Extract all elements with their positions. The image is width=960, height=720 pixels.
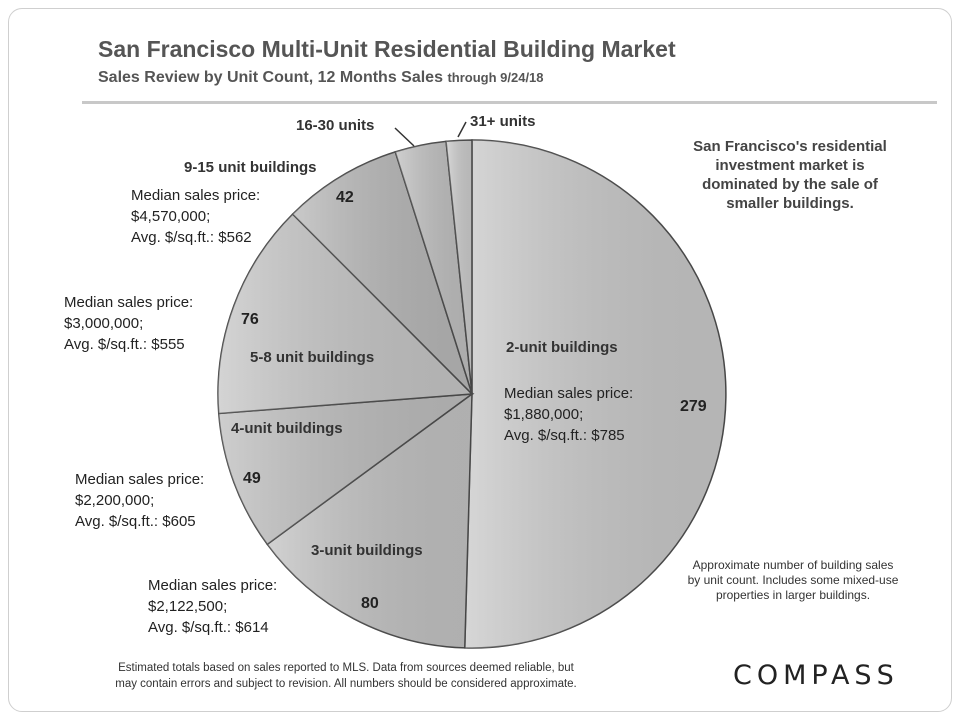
callout-line1: San Francisco's residential: [693, 138, 887, 155]
chart-note: Approximate number of building sales by …: [668, 558, 918, 603]
median-annotation-5-8-unit: Median sales price: $3,000,000; Avg. $/s…: [64, 292, 193, 355]
pie-slice-shading-4: [292, 151, 472, 394]
count-label-4-unit: 49: [243, 470, 261, 487]
median-5-8-unit-line3: Avg. $/sq.ft.: $555: [64, 336, 185, 353]
footer-line1: Estimated totals based on sales reported…: [118, 662, 574, 674]
pie-slice-shading-1: [267, 394, 472, 648]
slice-label-5-8-unit: 5-8 unit buildings: [250, 349, 375, 366]
slice-label-4-unit: 4-unit buildings: [231, 420, 343, 437]
count-label-9-15-unit: 42: [336, 189, 354, 206]
note-line1: Approximate number of building sales: [692, 558, 894, 572]
median-2-unit-line1: Median sales price:: [504, 385, 634, 402]
leader-lines: [394, 121, 467, 147]
note-line2: by unit count. Includes some mixed-use: [687, 573, 899, 587]
median-annotation-3-unit: Median sales price: $2,122,500; Avg. $/s…: [148, 575, 277, 638]
chart-subtitle: Sales Review by Unit Count, 12 Months Sa…: [98, 69, 544, 87]
median-3-unit-line2: $2,122,500;: [148, 598, 228, 615]
pie-slice-shading-5: [395, 141, 472, 394]
chart-title: San Francisco Multi-Unit Residential Bui…: [98, 36, 676, 62]
pie-slice-shading-0: [464, 140, 726, 648]
count-label-3-unit: 80: [361, 595, 379, 612]
median-5-8-unit-line1: Median sales price:: [64, 294, 194, 311]
median-annotation-4-unit: Median sales price: $2,200,000; Avg. $/s…: [75, 469, 204, 532]
subtitle-date: through 9/24/18: [447, 70, 544, 85]
median-3-unit-line3: Avg. $/sq.ft.: $614: [148, 619, 269, 636]
subtitle-main: Sales Review by Unit Count, 12 Months Sa…: [98, 69, 443, 86]
count-label-5-8-unit: 76: [241, 311, 259, 328]
median-3-unit-line1: Median sales price:: [148, 577, 278, 594]
count-label-2-unit: 279: [680, 398, 707, 415]
footer-disclaimer: Estimated totals based on sales reported…: [40, 660, 652, 692]
compass-logo: COMPASS: [733, 660, 899, 691]
callout-line2: investment market is: [715, 157, 865, 174]
leader-31plus: [457, 121, 467, 138]
footer-line2: may contain errors and subject to revisi…: [115, 678, 577, 690]
slice-label-31plus: 31+ units: [470, 113, 536, 130]
median-9-15-unit-line3: Avg. $/sq.ft.: $562: [131, 229, 252, 246]
median-2-unit-line3: Avg. $/sq.ft.: $785: [504, 427, 625, 444]
median-2-unit-line2: $1,880,000;: [504, 406, 584, 423]
pie-slice-shading-6: [446, 140, 472, 394]
callout-line4: smaller buildings.: [726, 195, 854, 212]
callout-text: San Francisco's residential investment m…: [670, 137, 910, 213]
median-4-unit-line3: Avg. $/sq.ft.: $605: [75, 513, 196, 530]
leader-16-30: [394, 127, 415, 147]
title-divider: [82, 101, 937, 104]
note-line3: properties in larger buildings.: [715, 588, 871, 602]
median-5-8-unit-line2: $3,000,000;: [64, 315, 144, 332]
slice-label-2-unit: 2-unit buildings: [506, 339, 618, 356]
slice-label-16-30: 16-30 units: [296, 117, 375, 134]
slice-label-3-unit: 3-unit buildings: [311, 542, 423, 559]
slice-label-9-15-unit: 9-15 unit buildings: [184, 159, 317, 176]
pie-slice-shading-2: [218, 394, 472, 545]
pie-slice-shading-3: [218, 214, 472, 414]
median-4-unit-line2: $2,200,000;: [75, 492, 155, 509]
callout-line3: dominated by the sale of: [702, 176, 878, 193]
median-annotation-9-15-unit: Median sales price: $4,570,000; Avg. $/s…: [131, 185, 260, 248]
median-4-unit-line1: Median sales price:: [75, 471, 205, 488]
median-annotation-2-unit: Median sales price: $1,880,000; Avg. $/s…: [504, 383, 633, 446]
median-9-15-unit-line2: $4,570,000;: [131, 208, 211, 225]
median-9-15-unit-line1: Median sales price:: [131, 187, 261, 204]
